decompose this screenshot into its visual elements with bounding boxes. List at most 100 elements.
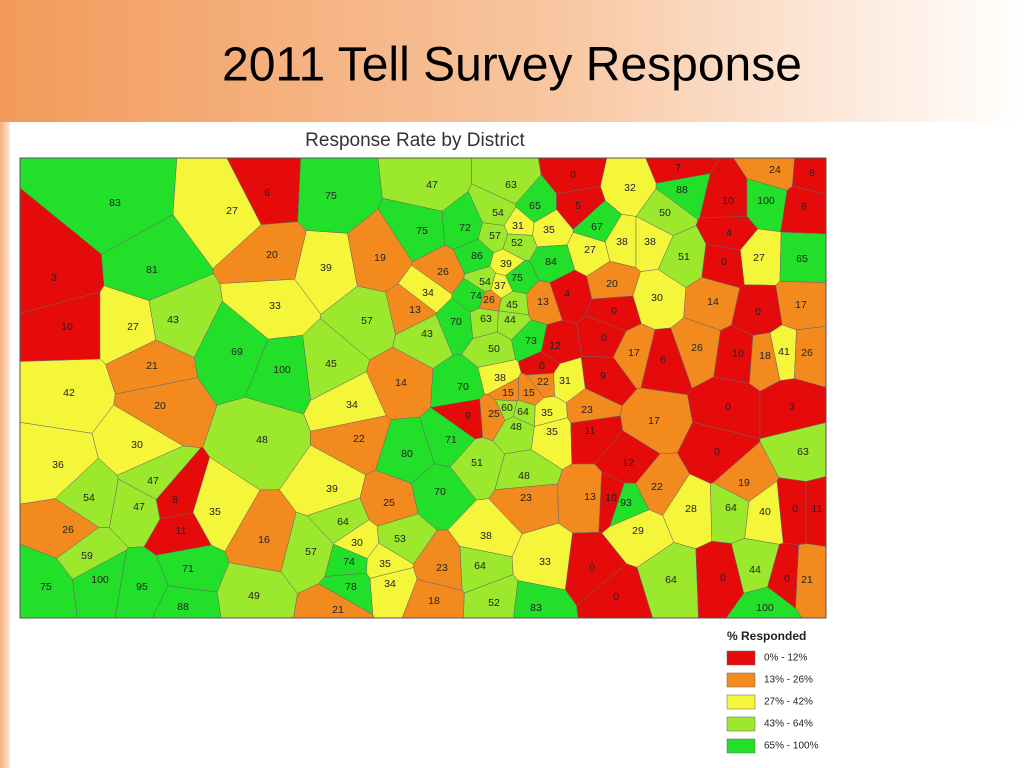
district-label: 48 [518, 470, 530, 482]
district-label: 64 [665, 574, 677, 586]
map-title: Response Rate by District [305, 130, 525, 151]
district-label: 31 [559, 375, 571, 387]
district-label: 42 [63, 387, 75, 399]
district-label: 26 [62, 524, 74, 536]
district-label: 11 [176, 525, 187, 537]
district-label: 59 [81, 550, 93, 562]
district-label: 75 [416, 225, 428, 237]
district-label: 21 [146, 360, 158, 372]
district-label: 0 [611, 305, 617, 317]
legend-label: 0% - 12% [764, 653, 807, 664]
district-label: 11 [585, 425, 596, 437]
district-label: 16 [258, 534, 270, 546]
district-label: 10 [732, 348, 744, 360]
district-label: 0 [792, 503, 798, 515]
district-label: 28 [685, 503, 697, 515]
district-label: 31 [512, 220, 524, 232]
district-label: 33 [539, 556, 551, 568]
district-label: 65 [796, 253, 808, 265]
district-label: 17 [648, 415, 660, 427]
district-label: 17 [628, 347, 640, 359]
district-label: 63 [797, 446, 809, 458]
legend-label: 65% - 100% [764, 741, 819, 752]
district-label: 10 [722, 195, 734, 207]
district-label: 88 [676, 184, 688, 196]
district-label: 54 [492, 207, 504, 219]
district-label: 22 [353, 433, 365, 445]
district-label: 6 [801, 201, 807, 213]
district-label: 36 [52, 459, 64, 471]
district-label: 64 [337, 516, 349, 528]
district-label: 52 [488, 597, 500, 609]
district-label: 100 [273, 364, 291, 376]
district-label: 19 [374, 252, 386, 264]
district-label: 78 [345, 581, 357, 593]
district-label: 18 [428, 595, 440, 607]
district-label: 12 [549, 340, 561, 352]
district-label: 57 [489, 230, 501, 242]
district-label: 6 [264, 187, 270, 199]
district-label: 50 [488, 343, 500, 355]
district-label: 39 [320, 262, 332, 274]
district-label: 60 [501, 402, 513, 414]
district-label: 81 [146, 264, 158, 276]
district-label: 70 [457, 381, 469, 393]
district-label: 30 [651, 292, 663, 304]
district-label: 38 [494, 372, 506, 384]
district-label: 83 [109, 197, 121, 209]
district-label: 0 [589, 562, 595, 574]
district-label: 71 [445, 434, 457, 446]
district-label: 37 [494, 280, 506, 292]
district-label: 27 [127, 321, 139, 333]
legend-label: 43% - 64% [764, 719, 813, 730]
district-label: 48 [510, 421, 522, 433]
district-label: 64 [474, 560, 486, 572]
legend-label: 27% - 42% [764, 697, 813, 708]
district-label: 10 [61, 321, 73, 333]
district-label: 22 [537, 376, 549, 388]
district-label: 100 [756, 602, 774, 614]
district-label: 45 [506, 299, 518, 311]
district-label: 0 [539, 360, 545, 372]
district-label: 47 [426, 179, 438, 191]
district-label: 22 [651, 481, 663, 493]
district-label: 57 [361, 315, 373, 327]
district-label: 20 [606, 278, 618, 290]
district-label: 100 [91, 574, 109, 586]
district-label: 10 [605, 492, 617, 504]
district-label: 0 [714, 446, 720, 458]
district-label: 21 [801, 574, 813, 586]
district-label: 35 [546, 426, 558, 438]
district-label: 53 [394, 533, 406, 545]
district-label: 12 [622, 457, 634, 469]
legend-swatch [726, 672, 756, 688]
district-label: 95 [136, 581, 148, 593]
legend-label: 13% - 26% [764, 675, 813, 686]
district-label: 47 [133, 501, 145, 513]
district-label: 64 [517, 406, 529, 418]
district-label: 93 [620, 497, 632, 509]
district-label: 72 [459, 222, 471, 234]
district-label: 3 [51, 272, 57, 284]
district-label: 39 [326, 483, 338, 495]
district-label: 50 [659, 207, 671, 219]
district-label: 83 [530, 602, 542, 614]
map-regions [19, 157, 827, 619]
district-label: 57 [305, 546, 317, 558]
slide-title: 2011 Tell Survey Response [222, 39, 802, 92]
map-border [19, 157, 827, 619]
district-label: 100 [757, 195, 775, 207]
district-label: 25 [488, 408, 500, 420]
district-label: 75 [40, 581, 52, 593]
district-label: 38 [480, 530, 492, 542]
district-label: 35 [541, 407, 553, 419]
district-label: 70 [450, 316, 462, 328]
legend-title: % Responded [727, 629, 806, 643]
district-label: 13 [537, 296, 549, 308]
district-label: 64 [725, 502, 737, 514]
district-label: 8 [809, 167, 815, 179]
legend-swatch [726, 694, 756, 710]
district-label: 9 [600, 370, 606, 382]
district-label: 13 [584, 491, 596, 503]
